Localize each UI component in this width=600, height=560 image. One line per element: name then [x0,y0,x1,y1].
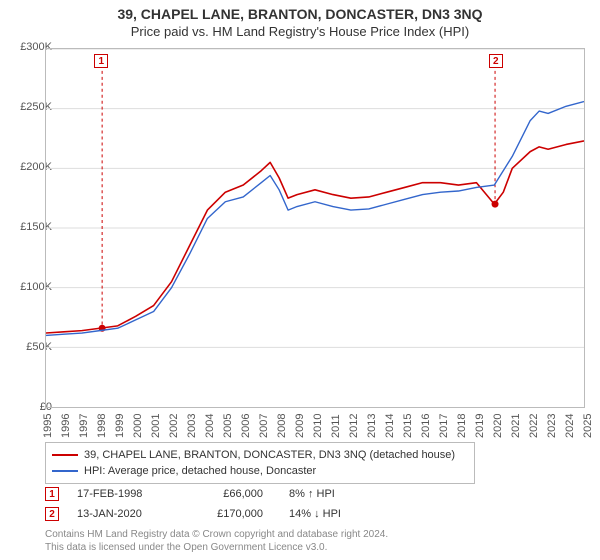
x-tick-label: 1997 [78,414,90,438]
chart-subtitle: Price paid vs. HM Land Registry's House … [0,24,600,39]
event-price-2: £170,000 [193,508,263,520]
x-tick-label: 2013 [366,414,378,438]
x-tick-label: 1995 [42,414,54,438]
event-marker-1: 1 [45,487,59,501]
footer-line-1: Contains HM Land Registry data © Crown c… [45,528,585,541]
x-tick-label: 2017 [438,414,450,438]
x-tick-label: 2021 [510,414,522,438]
event-row-2: 2 13-JAN-2020 £170,000 14% ↓ HPI [45,504,585,524]
legend-label-2: HPI: Average price, detached house, Donc… [84,465,316,477]
x-tick-label: 2011 [330,414,342,438]
x-tick-label: 2024 [564,414,576,438]
events-table: 1 17-FEB-1998 £66,000 8% ↑ HPI 2 13-JAN-… [45,484,585,524]
x-tick-label: 2012 [348,414,360,438]
x-tick-label: 2010 [312,414,324,438]
x-tick-label: 2001 [150,414,162,438]
marker-flag-1: 1 [94,54,108,68]
x-tick-label: 2004 [204,414,216,438]
x-tick-label: 2016 [420,414,432,438]
legend-row-series-1: 39, CHAPEL LANE, BRANTON, DONCASTER, DN3… [52,447,468,463]
event-date-1: 17-FEB-1998 [77,488,187,500]
x-tick-label: 2022 [528,414,540,438]
legend-swatch-2 [52,470,78,472]
event-row-1: 1 17-FEB-1998 £66,000 8% ↑ HPI [45,484,585,504]
x-tick-label: 2006 [240,414,252,438]
event-delta-2: 14% ↓ HPI [289,508,379,520]
x-tick-label: 2014 [384,414,396,438]
x-tick-label: 2025 [582,414,594,438]
chart-container: 39, CHAPEL LANE, BRANTON, DONCASTER, DN3… [0,0,600,560]
x-tick-label: 2002 [168,414,180,438]
marker-flag-2: 2 [489,54,503,68]
x-tick-label: 2023 [546,414,558,438]
event-marker-2: 2 [45,507,59,521]
x-tick-label: 2018 [456,414,468,438]
x-tick-label: 2015 [402,414,414,438]
x-tick-label: 1998 [96,414,108,438]
x-tick-label: 2020 [492,414,504,438]
chart-title: 39, CHAPEL LANE, BRANTON, DONCASTER, DN3… [0,6,600,22]
x-tick-label: 2019 [474,414,486,438]
x-tick-label: 2003 [186,414,198,438]
x-tick-label: 2009 [294,414,306,438]
x-tick-label: 1996 [60,414,72,438]
legend-row-series-2: HPI: Average price, detached house, Donc… [52,463,468,479]
legend: 39, CHAPEL LANE, BRANTON, DONCASTER, DN3… [45,442,475,484]
x-tick-label: 1999 [114,414,126,438]
event-delta-1: 8% ↑ HPI [289,488,379,500]
legend-swatch-1 [52,454,78,456]
plot-area [45,48,585,408]
event-date-2: 13-JAN-2020 [77,508,187,520]
x-tick-label: 2000 [132,414,144,438]
legend-label-1: 39, CHAPEL LANE, BRANTON, DONCASTER, DN3… [84,449,455,461]
footer: Contains HM Land Registry data © Crown c… [45,528,585,554]
event-price-1: £66,000 [193,488,263,500]
x-tick-label: 2007 [258,414,270,438]
plot-svg [46,49,584,407]
x-tick-label: 2005 [222,414,234,438]
x-tick-label: 2008 [276,414,288,438]
footer-line-2: This data is licensed under the Open Gov… [45,541,585,554]
